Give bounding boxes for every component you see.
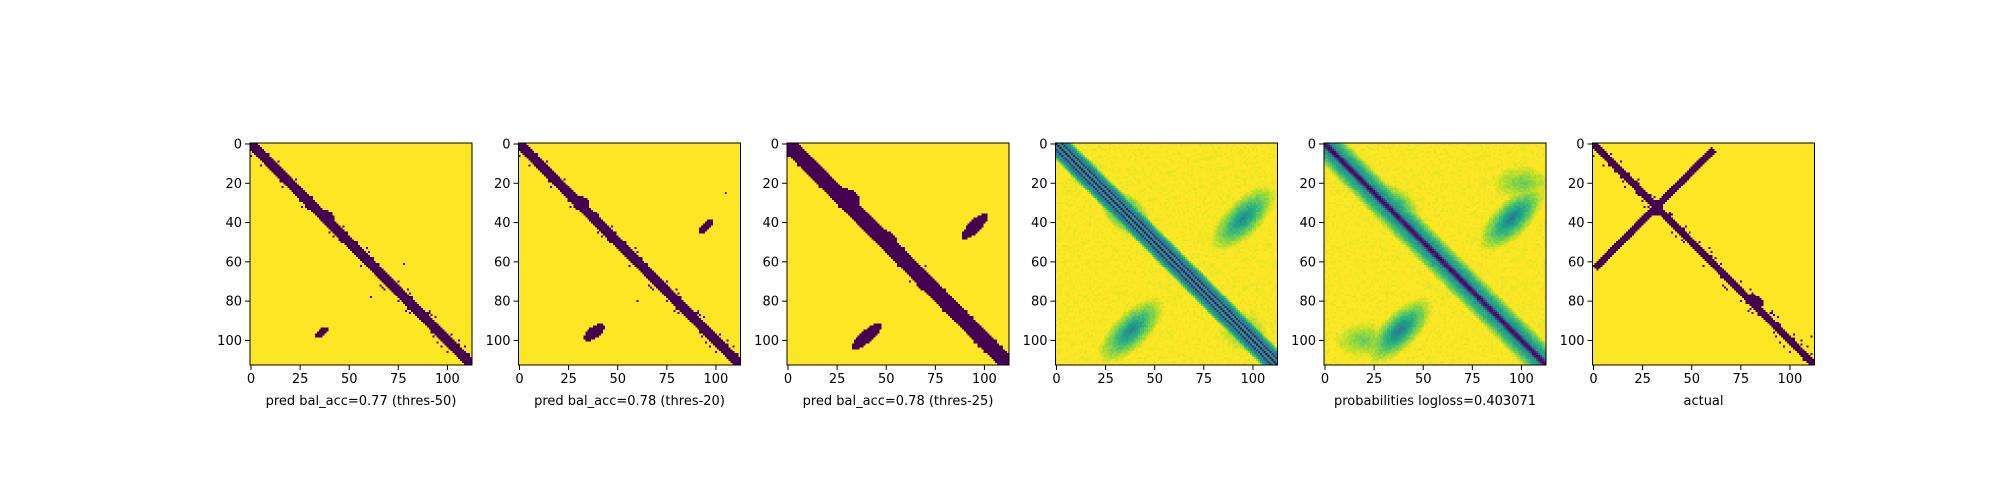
x-tick-label: 100 [972, 372, 997, 387]
y-tick-label: 20 [494, 177, 511, 192]
axes-frame [1323, 142, 1547, 366]
y-tick-label: 40 [225, 216, 242, 231]
x-tick-label: 25 [560, 372, 577, 387]
axes-frame [249, 142, 473, 366]
y-tick-label: 60 [1568, 255, 1585, 270]
y-tick-label: 100 [1560, 334, 1585, 349]
x-tick-label: 0 [247, 372, 255, 387]
x-axis-label: pred bal_acc=0.78 (thres-25) [803, 394, 994, 409]
x-tick-label: 50 [341, 372, 358, 387]
y-tick-label: 20 [762, 177, 779, 192]
x-tick-label: 0 [784, 372, 792, 387]
x-tick-label: 0 [1589, 372, 1597, 387]
y-tick-label: 100 [217, 334, 242, 349]
y-tick-label: 0 [1576, 137, 1584, 152]
x-tick-label: 25 [292, 372, 309, 387]
heatmap-panel-5: 0 25 50 75 100 0 20 40 60 80 100 probabilities logl… [1291, 137, 1547, 409]
x-tick-label: 50 [878, 372, 895, 387]
y-tick-label: 20 [1568, 177, 1585, 192]
y-tick-label: 40 [762, 216, 779, 231]
y-tick-label: 100 [486, 334, 511, 349]
y-tick-label: 20 [1299, 177, 1316, 192]
y-tick-label: 40 [494, 216, 511, 231]
heatmap-panel-4: 0 25 50 75 100 0 20 40 60 80 100 [1023, 137, 1278, 387]
x-tick-label: 75 [1733, 372, 1750, 387]
x-axis-label: pred bal_acc=0.77 (thres-50) [266, 394, 457, 409]
x-tick-label: 50 [1146, 372, 1163, 387]
x-tick-label: 25 [829, 372, 846, 387]
x-tick-label: 50 [1415, 372, 1432, 387]
y-tick-label: 40 [1299, 216, 1316, 231]
heatmap-image [250, 143, 472, 365]
y-tick-label: 40 [1031, 216, 1048, 231]
heatmap-image [1324, 143, 1546, 365]
axes-frame [786, 142, 1010, 366]
x-tick-label: 100 [704, 372, 729, 387]
y-tick-label: 80 [494, 295, 511, 310]
x-tick-label: 0 [1052, 372, 1060, 387]
x-tick-label: 25 [1097, 372, 1114, 387]
y-tick-label: 80 [225, 295, 242, 310]
axes-frame [518, 142, 741, 366]
heatmap-image [1592, 143, 1815, 365]
y-tick-label: 0 [502, 137, 510, 152]
y-tick-label: 60 [225, 255, 242, 270]
y-tick-label: 100 [1291, 334, 1316, 349]
x-tick-label: 100 [435, 372, 460, 387]
x-axis-label: pred bal_acc=0.78 (thres-20) [534, 394, 725, 409]
y-tick-label: 0 [1308, 137, 1316, 152]
x-tick-label: 75 [659, 372, 676, 387]
y-tick-label: 60 [1031, 255, 1048, 270]
axes-frame [1592, 142, 1815, 366]
x-tick-label: 25 [1366, 372, 1383, 387]
heatmap-image [518, 143, 741, 365]
x-axis-label: actual [1683, 394, 1723, 409]
x-tick-label: 50 [609, 372, 626, 387]
y-tick-label: 80 [1031, 295, 1048, 310]
x-axis-label: probabilities logloss=0.403071 [1334, 394, 1536, 409]
x-tick-label: 0 [1321, 372, 1329, 387]
x-tick-label: 100 [1509, 372, 1534, 387]
x-tick-label: 100 [1241, 372, 1266, 387]
y-tick-label: 20 [1031, 177, 1048, 192]
y-tick-label: 40 [1568, 216, 1585, 231]
x-tick-label: 75 [390, 372, 407, 387]
x-tick-label: 0 [515, 372, 523, 387]
y-tick-label: 80 [1299, 295, 1316, 310]
y-tick-label: 0 [234, 137, 242, 152]
y-tick-label: 20 [225, 177, 242, 192]
heatmap-panel-2: 0 25 50 75 100 0 20 40 60 80 100 pred bal_acc=0.78 … [486, 137, 741, 409]
heatmap-image [1055, 143, 1278, 365]
y-tick-label: 60 [762, 255, 779, 270]
axes-frame [1055, 142, 1278, 366]
y-tick-label: 80 [1568, 295, 1585, 310]
heatmap-image [787, 143, 1009, 365]
x-tick-label: 75 [1464, 372, 1481, 387]
heatmap-panel-3: 0 25 50 75 100 0 20 40 60 80 100 pred bal_acc=0.78 … [754, 137, 1010, 409]
x-tick-label: 25 [1634, 372, 1651, 387]
y-tick-label: 100 [754, 334, 779, 349]
y-tick-label: 80 [762, 295, 779, 310]
y-tick-label: 0 [1039, 137, 1047, 152]
y-tick-label: 60 [1299, 255, 1316, 270]
y-tick-label: 100 [1023, 334, 1048, 349]
x-tick-label: 100 [1778, 372, 1803, 387]
y-tick-label: 0 [771, 137, 779, 152]
x-tick-label: 75 [1196, 372, 1213, 387]
heatmap-panel-6: 0 25 50 75 100 0 20 40 60 80 100 actual [1560, 137, 1815, 409]
x-tick-label: 50 [1683, 372, 1700, 387]
y-tick-label: 60 [494, 255, 511, 270]
heatmap-panel-1: 0 25 50 75 100 0 20 40 60 80 100 pred bal_acc=0.77 … [217, 137, 473, 409]
x-tick-label: 75 [927, 372, 944, 387]
